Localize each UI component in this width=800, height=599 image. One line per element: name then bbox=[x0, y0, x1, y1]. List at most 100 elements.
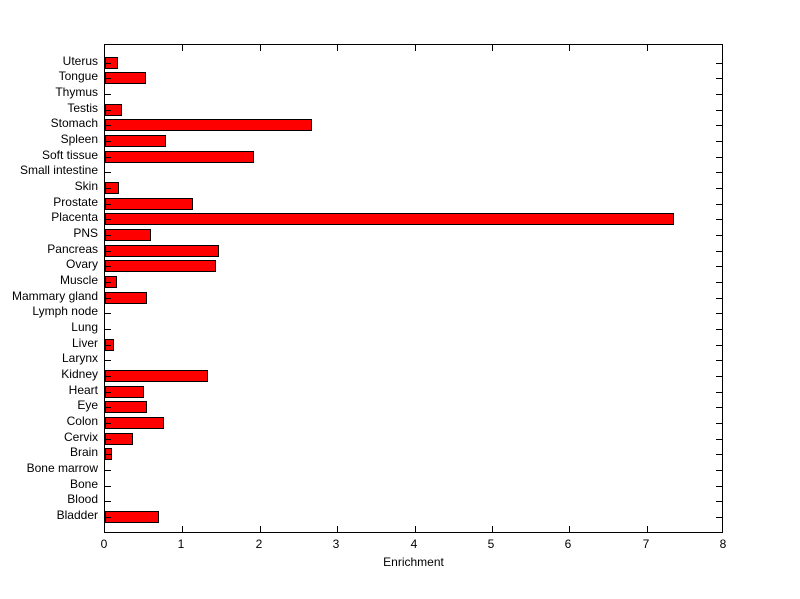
y-category-label: Stomach bbox=[50, 116, 98, 131]
ytick-left bbox=[105, 63, 111, 64]
x-tick-label: 5 bbox=[487, 537, 495, 551]
ytick-left bbox=[105, 282, 111, 283]
ytick-left bbox=[105, 172, 111, 173]
ytick-right bbox=[716, 110, 722, 111]
ytick-left bbox=[105, 298, 111, 299]
ytick-right bbox=[716, 470, 722, 471]
ytick-right bbox=[716, 329, 722, 330]
plot-area bbox=[104, 44, 723, 533]
ytick-left bbox=[105, 392, 111, 393]
y-category-label: Kidney bbox=[61, 366, 98, 381]
ytick-right bbox=[716, 313, 722, 314]
ytick-right bbox=[716, 172, 722, 173]
x-tick-label: 1 bbox=[177, 537, 185, 551]
xtick-bottom bbox=[415, 526, 416, 532]
xtick-top bbox=[260, 45, 261, 51]
ytick-right bbox=[716, 407, 722, 408]
ytick-right bbox=[716, 501, 722, 502]
ytick-left bbox=[105, 94, 111, 95]
ytick-right bbox=[716, 141, 722, 142]
bar-eye bbox=[105, 401, 147, 414]
y-category-label: Pancreas bbox=[47, 241, 98, 256]
x-tick-label: 0 bbox=[100, 537, 108, 551]
y-category-label: Muscle bbox=[59, 272, 98, 287]
bar-muscle bbox=[105, 275, 117, 288]
y-category-label: Heart bbox=[68, 382, 98, 397]
ytick-right bbox=[716, 486, 722, 487]
y-category-label: Mammary gland bbox=[11, 288, 98, 303]
ytick-right bbox=[716, 376, 722, 377]
x-tick-label: 7 bbox=[642, 537, 650, 551]
ytick-right bbox=[716, 282, 722, 283]
y-category-label: Blood bbox=[67, 492, 98, 507]
bar-mammary-gland bbox=[105, 291, 147, 304]
ytick-left bbox=[105, 454, 111, 455]
xtick-top bbox=[415, 45, 416, 51]
ytick-left bbox=[105, 78, 111, 79]
ytick-left bbox=[105, 125, 111, 126]
xtick-bottom bbox=[260, 526, 261, 532]
bar-ovary bbox=[105, 260, 216, 273]
ytick-right bbox=[716, 219, 722, 220]
y-category-label: Liver bbox=[71, 335, 98, 350]
ytick-right bbox=[716, 454, 722, 455]
ytick-left bbox=[105, 423, 111, 424]
xtick-bottom bbox=[337, 526, 338, 532]
y-category-label: Skin bbox=[74, 178, 98, 193]
ytick-left bbox=[105, 219, 111, 220]
bar-colon bbox=[105, 416, 164, 429]
ytick-left bbox=[105, 235, 111, 236]
xtick-bottom bbox=[569, 526, 570, 532]
ytick-right bbox=[716, 204, 722, 205]
ytick-left bbox=[105, 439, 111, 440]
ytick-right bbox=[716, 360, 722, 361]
bar-tongue bbox=[105, 72, 146, 85]
y-category-label: Uterus bbox=[62, 53, 98, 68]
y-category-label: Spleen bbox=[60, 131, 98, 146]
ytick-left bbox=[105, 251, 111, 252]
bar-prostate bbox=[105, 197, 193, 210]
y-category-label: Larynx bbox=[61, 351, 98, 366]
ytick-left bbox=[105, 407, 111, 408]
bar-cervix bbox=[105, 432, 133, 445]
ytick-left bbox=[105, 360, 111, 361]
bar-heart bbox=[105, 385, 144, 398]
ytick-left bbox=[105, 157, 111, 158]
y-category-label: Bladder bbox=[56, 508, 98, 522]
y-category-label: Lung bbox=[71, 319, 98, 334]
y-category-label: Ovary bbox=[65, 257, 98, 272]
xtick-top bbox=[492, 45, 493, 51]
y-category-label: Prostate bbox=[53, 194, 98, 209]
ytick-right bbox=[716, 157, 722, 158]
bar-placenta bbox=[105, 213, 674, 226]
y-category-label: Eye bbox=[77, 398, 98, 413]
ytick-left bbox=[105, 517, 111, 518]
ytick-left bbox=[105, 345, 111, 346]
x-tick-label: 8 bbox=[719, 537, 727, 551]
x-axis-title: Enrichment bbox=[383, 555, 444, 569]
y-category-label: Bone marrow bbox=[26, 460, 98, 475]
y-category-label: Testis bbox=[67, 100, 98, 115]
y-category-label: Soft tissue bbox=[41, 147, 98, 162]
bar-stomach bbox=[105, 119, 312, 132]
ytick-right bbox=[716, 266, 722, 267]
y-category-label: Placenta bbox=[51, 210, 98, 225]
ytick-right bbox=[716, 125, 722, 126]
x-tick-label: 3 bbox=[332, 537, 340, 551]
ytick-right bbox=[716, 439, 722, 440]
bar-uterus bbox=[105, 56, 118, 69]
y-category-label: Cervix bbox=[63, 429, 98, 444]
bar-pancreas bbox=[105, 244, 219, 257]
xtick-bottom bbox=[182, 526, 183, 532]
y-category-label: PNS bbox=[73, 225, 98, 240]
bar-bladder bbox=[105, 511, 159, 523]
ytick-right bbox=[716, 298, 722, 299]
bar-skin bbox=[105, 181, 119, 194]
bar-pns bbox=[105, 228, 151, 241]
y-category-label: Colon bbox=[66, 413, 98, 428]
ytick-left bbox=[105, 110, 111, 111]
ytick-left bbox=[105, 141, 111, 142]
y-category-label: Bone bbox=[69, 476, 98, 491]
y-category-label: Lymph node bbox=[32, 304, 98, 319]
y-category-label: Tongue bbox=[58, 69, 98, 84]
